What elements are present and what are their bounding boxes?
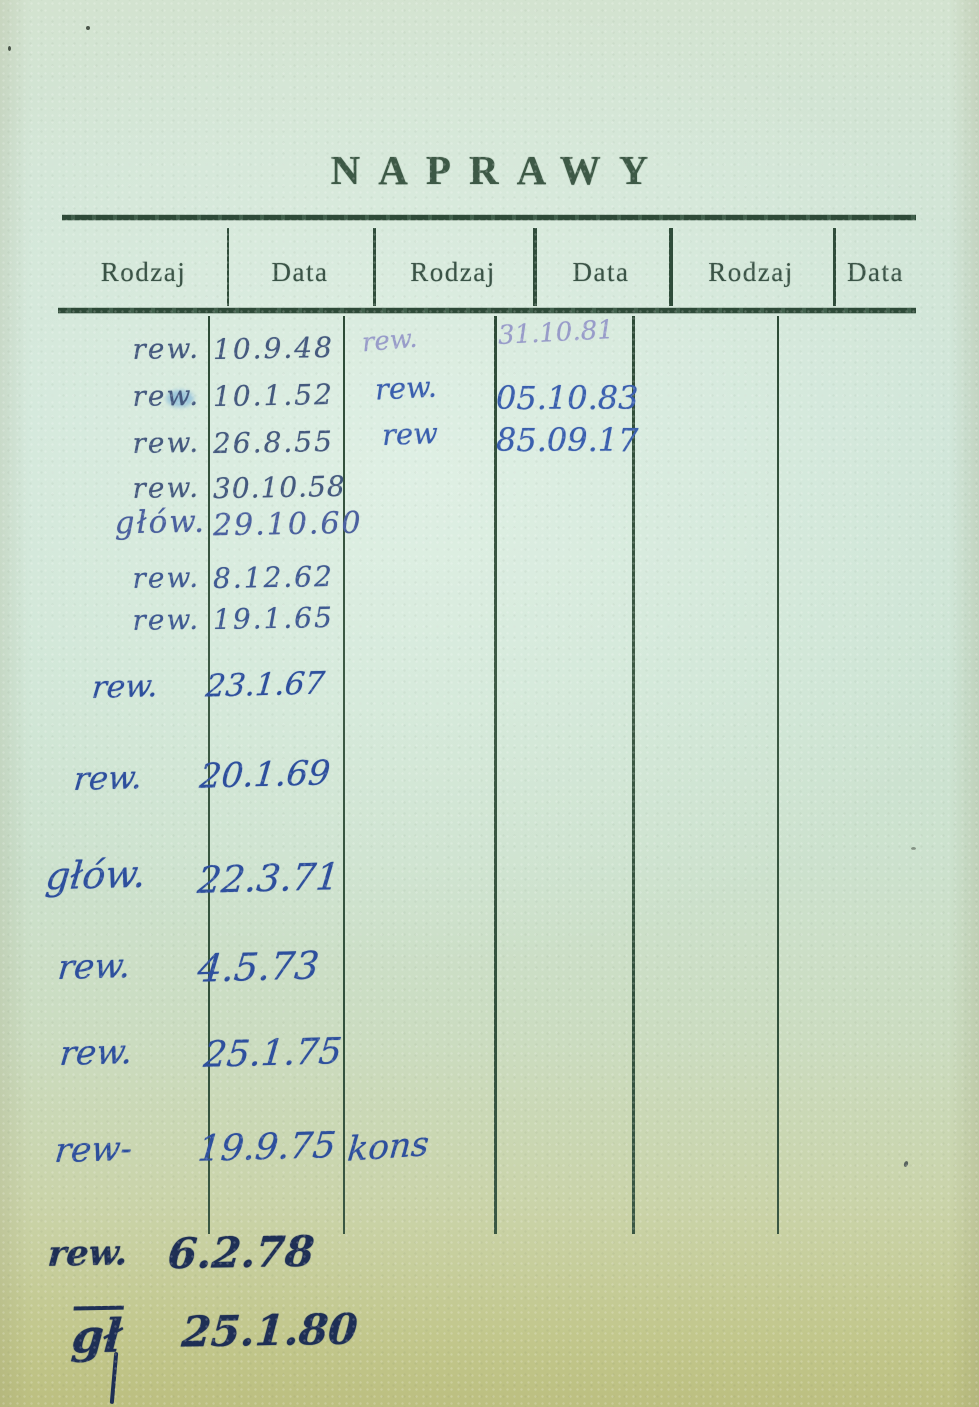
- repair-date-cell: 25.1.75: [201, 1031, 344, 1076]
- repair-type-cell: rew-: [52, 1128, 135, 1172]
- repair-date-cell: 23.1.67: [204, 665, 327, 705]
- page-title: NAPRAWY: [330, 147, 667, 193]
- paper-speck: [86, 26, 90, 30]
- repair-note-cell: kons: [345, 1124, 431, 1170]
- repair-date-cell: 29.10.60: [212, 505, 363, 544]
- repair-date-cell: 05.10.83: [496, 379, 639, 417]
- column-line: [343, 316, 345, 1234]
- column-header-rodzaj-2: Rodzaj: [410, 256, 496, 287]
- repair-type-cell: rew.: [132, 602, 201, 637]
- repair-type-cell: rew.: [55, 946, 133, 988]
- repair-type-cell: rew.: [132, 425, 201, 460]
- column-header-data-1: Data: [271, 256, 329, 287]
- repair-type-cell: głów.: [114, 503, 207, 542]
- repair-date-cell: 30.10.58: [212, 469, 346, 506]
- column-line: [494, 316, 497, 1234]
- header-separator: [533, 228, 537, 306]
- column-line: [208, 316, 210, 1234]
- repair-date-cell: 10.1.52: [212, 377, 335, 414]
- column-header-data-2: Data: [572, 256, 630, 287]
- repair-date-cell: 26.8.55: [212, 424, 335, 461]
- repair-type-cell: rew.: [132, 560, 201, 595]
- column-line: [632, 316, 635, 1234]
- repair-type-cell: rew: [381, 416, 439, 452]
- repair-date-cell: 19.1.65: [212, 600, 335, 637]
- repair-date-cell: 8.12.62: [212, 559, 335, 596]
- column-header-rodzaj-3: Rodzaj: [708, 256, 794, 287]
- repair-date-cell: 22.3.71: [195, 855, 342, 902]
- paper-speck: [911, 847, 916, 850]
- column-line: [777, 316, 779, 1234]
- column-header-rodzaj-1: Rodzaj: [100, 256, 187, 287]
- repair-type-cell: głów.: [43, 851, 148, 899]
- repair-type-cell: rew.: [132, 378, 201, 413]
- repair-date-cell: 20.1.69: [197, 753, 332, 797]
- repair-type-cell: rew.: [360, 323, 419, 359]
- ink-smudge: [166, 390, 194, 407]
- repair-date-cell: 10.9.48: [212, 330, 335, 367]
- repair-type-cell: rew.: [57, 1032, 135, 1074]
- repair-date-cell: 31.10.81: [497, 314, 615, 352]
- header-separator: [373, 228, 376, 306]
- repair-type-cell: rew.: [46, 1232, 130, 1275]
- column-header-data-3: Data: [847, 256, 904, 287]
- repair-type-cell: rew.: [374, 369, 438, 407]
- repair-date-cell: 19.9.75: [195, 1125, 338, 1170]
- repair-date-cell: 25.1.80: [180, 1304, 360, 1357]
- paper-speck: [8, 46, 11, 51]
- repair-date-cell: 6.2.78: [166, 1226, 316, 1279]
- divider-top: [62, 215, 916, 220]
- header-separator: [669, 228, 673, 306]
- repair-type-cell: rew.: [90, 668, 160, 706]
- repair-date-cell: 85.09.17: [496, 421, 639, 459]
- header-separator: [227, 228, 229, 306]
- repair-type-cell: rew.: [72, 758, 144, 798]
- repair-date-cell: 4.5.73: [195, 943, 322, 991]
- header-separator: [833, 228, 836, 306]
- paper-speck: [903, 1160, 909, 1168]
- repair-type-cell: rew.: [132, 331, 201, 366]
- divider-header: [58, 308, 916, 313]
- repair-type-cell: rew.: [132, 470, 201, 505]
